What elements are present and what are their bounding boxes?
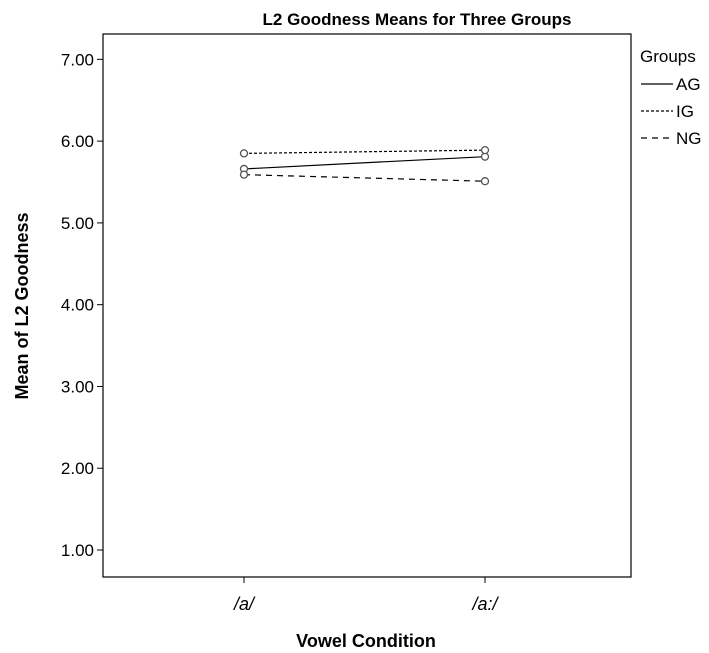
data-point [480, 177, 490, 186]
legend: Groups AG IG NG [640, 47, 702, 148]
legend-label: AG [676, 75, 701, 94]
y-tick-label: 3.00 [61, 377, 94, 396]
data-point [239, 149, 249, 158]
y-tick-label: 5.00 [61, 214, 94, 233]
series-layer [239, 145, 490, 186]
plot-frame [102, 33, 632, 578]
y-tick-label: 4.00 [61, 296, 94, 315]
series-line [243, 174, 486, 182]
x-tick-label: /a/ [232, 594, 256, 614]
series-line [243, 156, 486, 170]
data-point [239, 170, 249, 179]
legend-title: Groups [640, 47, 696, 66]
y-axis-ticks: 1.00 2.00 3.00 4.00 5.00 6.00 7.00 [61, 50, 103, 560]
series-line [243, 149, 486, 154]
chart-title: L2 Goodness Means for Three Groups [263, 10, 572, 29]
x-axis-ticks: /a/ /a:/ [232, 577, 500, 614]
y-tick-label: 1.00 [61, 541, 94, 560]
y-tick-label: 2.00 [61, 459, 94, 478]
y-tick-label: 7.00 [61, 50, 94, 69]
series-ng [239, 170, 490, 186]
y-axis-title: Mean of L2 Goodness [12, 212, 32, 399]
x-axis-title: Vowel Condition [296, 631, 436, 651]
legend-label: NG [676, 129, 702, 148]
y-tick-label: 6.00 [61, 132, 94, 151]
series-ig [239, 145, 490, 158]
data-point [480, 145, 490, 155]
x-tick-label: /a:/ [470, 594, 499, 614]
legend-label: IG [676, 102, 694, 121]
